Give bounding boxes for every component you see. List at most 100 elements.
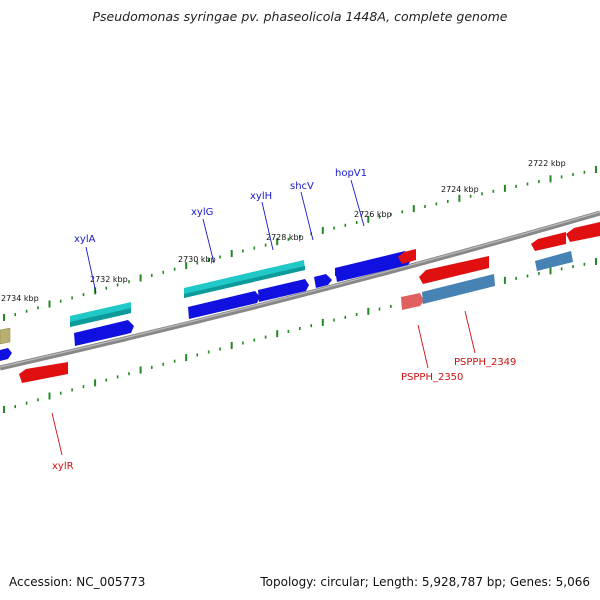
inner-track-tick	[538, 272, 540, 276]
gene-red-small[interactable]	[398, 249, 416, 264]
inner-track-tick	[151, 365, 153, 369]
gene-xylG-cyan-shadow	[184, 266, 305, 298]
gene-label-xylR[interactable]: xylR	[52, 461, 74, 472]
outer-track-tick	[378, 215, 381, 219]
kbp-label-2728: 2728 kbp	[266, 233, 304, 242]
reverse-genes	[19, 222, 600, 383]
outer-track-tick	[128, 280, 130, 284]
label-leaders	[51, 179, 476, 456]
outer-track-tick	[344, 223, 347, 227]
gene-PSPPH-2350-pink[interactable]	[401, 293, 424, 310]
outer-track-tick	[538, 180, 540, 184]
inner-track-tick	[139, 366, 142, 374]
inner-track-tick	[503, 276, 506, 284]
outer-track-tick	[492, 189, 495, 193]
inner-track-tick	[253, 338, 256, 342]
inner-track-tick	[185, 354, 188, 362]
inner-track-tick	[3, 406, 5, 413]
map-title: Pseudomonas syringae pv. phaseolicola 14…	[92, 9, 508, 24]
outer-track-tick	[469, 194, 472, 198]
gene-label-xylA[interactable]: xylA	[74, 234, 96, 245]
outer-track-tick	[59, 299, 62, 303]
inner-track-tick	[14, 405, 16, 409]
kbp-label-2732: 2732 kbp	[90, 275, 128, 284]
outer-track-tick	[526, 182, 529, 186]
inner-track-tick	[59, 391, 62, 395]
outer-track-tick	[287, 237, 290, 241]
inner-track-tick	[71, 388, 73, 392]
gene-hopV1-blue[interactable]	[335, 252, 412, 282]
inner-track-tick	[94, 379, 97, 387]
inner-track-tick	[207, 350, 210, 354]
gene-red-right-1[interactable]	[531, 232, 566, 251]
outer-track-tick	[196, 261, 199, 265]
outer-track-tick	[549, 175, 552, 183]
outer-track-tick	[3, 314, 5, 321]
outer-track-tick	[71, 296, 73, 300]
gene-xylA-blue[interactable]	[74, 320, 134, 346]
inner-track-tick	[162, 362, 164, 366]
gene-shcV-blue[interactable]	[314, 274, 332, 288]
gene-PSPPH-2349-red[interactable]	[419, 256, 489, 284]
outer-track-tick	[435, 202, 438, 206]
outer-track-tick	[424, 205, 426, 208]
outer-track-tick	[390, 212, 392, 216]
gene-label-xylH[interactable]: xylH	[250, 191, 272, 202]
leader-shcV	[300, 191, 314, 241]
gene-red-right-2[interactable]	[566, 222, 600, 242]
gene-xylH-blue[interactable]	[258, 279, 309, 302]
inner-track-tick	[595, 258, 597, 265]
outer-track-tick	[412, 205, 415, 213]
gene-steel-right[interactable]	[535, 251, 573, 271]
gene-label-hopV1[interactable]: hopV1	[335, 168, 367, 179]
outer-track-tick	[253, 246, 256, 250]
outer-track-tick	[321, 226, 324, 234]
outer-track-tick	[367, 215, 370, 223]
outer-track-tick	[572, 173, 574, 177]
inner-track-tick	[82, 385, 85, 389]
outer-track-tick	[481, 192, 483, 196]
gene-label-shcV[interactable]: shcV	[290, 181, 314, 192]
leader-hopV1	[350, 179, 365, 227]
outer-track-tick	[299, 235, 301, 238]
gene-label-xylG[interactable]: xylG	[191, 207, 213, 218]
inner-track-tick	[333, 318, 335, 322]
outer-track-tick	[82, 293, 85, 297]
outer-track-tick	[595, 166, 597, 173]
gene-xylR-red[interactable]	[19, 362, 68, 383]
outer-track-tick	[242, 249, 244, 253]
leader-PSPPH-2350	[417, 324, 429, 369]
gene-olive-edge[interactable]	[0, 327, 11, 345]
kbp-label-2730: 2730 kbp	[178, 255, 216, 264]
gene-blue-edge[interactable]	[0, 348, 12, 361]
inner-track-tick	[310, 324, 312, 328]
outer-track-tick	[264, 243, 267, 247]
outer-track-tick	[333, 226, 335, 230]
inner-track-tick	[355, 313, 358, 316]
inner-track-tick	[264, 335, 267, 339]
outer-track-tick	[185, 262, 188, 270]
inner-track-tick	[378, 307, 381, 311]
gene-xylG-blue[interactable]	[188, 291, 260, 319]
outer-track-tick	[37, 306, 39, 310]
leader-xylR	[51, 412, 63, 456]
leader-xylH	[261, 201, 274, 251]
outer-track-tick	[515, 184, 517, 188]
outer-track-tick	[207, 258, 210, 262]
forward-genes	[0, 251, 412, 345]
outer-track-tick	[276, 238, 279, 246]
gene-PSPPH-2349-steel[interactable]	[422, 274, 495, 304]
inner-track-tick	[37, 398, 39, 402]
gene-label-PSPPH-2349[interactable]: PSPPH_2349	[454, 357, 516, 368]
inner-track-tick	[105, 378, 108, 382]
gene-label-PSPPH-2350[interactable]: PSPPH_2350	[401, 372, 463, 383]
inner-track-tick	[367, 307, 370, 315]
inner-track-tick	[48, 392, 51, 400]
inner-track-tick	[515, 276, 517, 280]
accession-text: Accession: NC_005773	[9, 575, 146, 589]
inner-track-tick	[526, 274, 529, 278]
inner-track-tick	[390, 304, 392, 308]
outer-track-tick	[105, 286, 108, 290]
inner-track-tick	[196, 353, 199, 357]
